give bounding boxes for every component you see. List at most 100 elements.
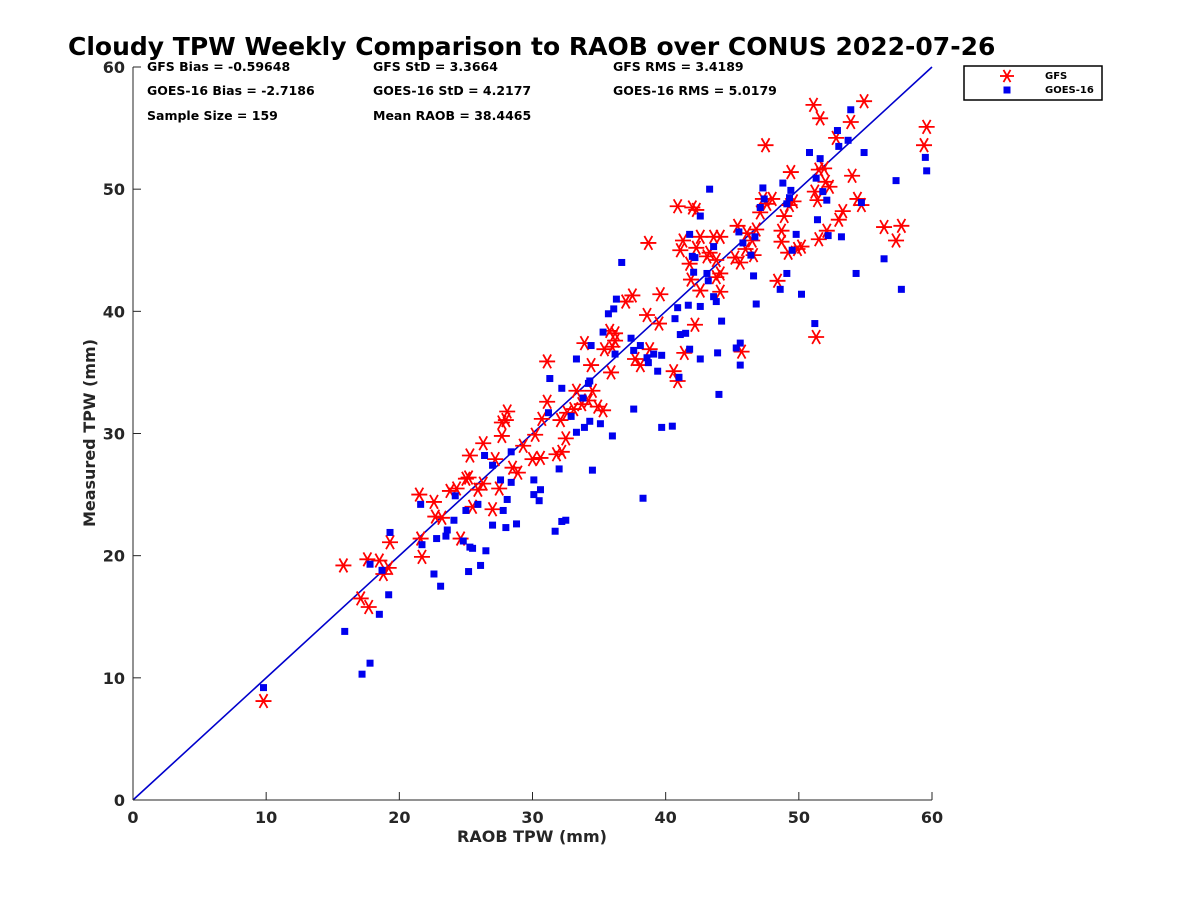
goes-16-point <box>760 195 768 203</box>
gfs-point <box>552 412 569 428</box>
goes-16-point <box>535 497 543 505</box>
x-tick-label: 30 <box>521 808 543 827</box>
goes-16-point <box>847 106 855 114</box>
gfs-point <box>484 501 501 517</box>
gfs-series <box>255 93 935 709</box>
goes-16-point <box>611 350 619 358</box>
goes-16-point <box>630 346 638 354</box>
gfs-point <box>469 482 486 498</box>
gfs-point <box>712 266 729 281</box>
gfs-point <box>686 317 703 333</box>
goes-16-point <box>366 560 374 568</box>
goes-16-point <box>712 298 720 306</box>
goes-16-point <box>465 568 473 576</box>
goes-16-point <box>811 320 819 328</box>
gfs-point <box>732 255 749 270</box>
goes-16-point <box>608 432 616 440</box>
goes-16-point <box>752 300 760 308</box>
y-tick-label: 50 <box>103 180 125 199</box>
x-axis-ticks: 0 10 20 30 40 50 60 <box>127 792 943 827</box>
gfs-point <box>617 294 634 309</box>
gfs-point <box>688 240 705 256</box>
stat-goes-std: GOES-16 StD = 4.2177 <box>373 83 531 98</box>
goes-16-point <box>462 506 470 514</box>
goes-16-point <box>450 516 458 524</box>
x-tick-label: 50 <box>788 808 810 827</box>
legend-gfs-symbol <box>1000 69 1014 83</box>
goes-16-point <box>375 610 383 618</box>
goes-16-point <box>469 544 477 552</box>
goes-16-point <box>610 305 618 313</box>
goes-16-point <box>824 232 832 240</box>
legend-gfs-label: GFS <box>1045 71 1067 82</box>
goes-16-point <box>892 177 900 185</box>
goes-16-point <box>897 285 905 293</box>
gfs-point <box>624 288 641 303</box>
goes-16-point <box>386 528 394 536</box>
goes-16-point <box>580 423 588 431</box>
goes-16-point <box>686 345 694 353</box>
gfs-point <box>782 164 799 180</box>
goes-16-point <box>797 290 805 298</box>
goes-16-point <box>385 591 393 599</box>
stat-gfs-std: GFS StD = 3.3664 <box>373 59 498 74</box>
goes-16-point <box>358 670 366 678</box>
gfs-point <box>382 534 399 550</box>
one-to-one-line <box>132 66 933 801</box>
goes-16-point <box>682 329 690 337</box>
gfs-point <box>918 119 935 135</box>
goes-16-point <box>546 375 554 383</box>
goes-16-point <box>703 269 711 277</box>
legend-gfs-marker <box>1000 69 1014 83</box>
gfs-point <box>651 316 668 331</box>
goes-16-point <box>852 269 860 277</box>
gfs-point <box>692 283 709 298</box>
goes-16-point <box>612 295 620 303</box>
goes-16-point <box>684 301 692 309</box>
goes-16-point <box>489 521 497 529</box>
gfs-point <box>360 599 377 615</box>
goes-16-point <box>747 251 755 259</box>
goes-16-point <box>442 532 450 540</box>
goes-16-point <box>819 188 827 196</box>
gfs-point <box>640 235 657 251</box>
goes-16-point <box>530 476 538 484</box>
goes-16-point <box>366 659 374 667</box>
gfs-point <box>674 233 691 248</box>
gfs-point <box>808 329 825 345</box>
gfs-point <box>627 351 644 367</box>
goes-16-point <box>459 537 467 545</box>
gfs-point <box>595 402 612 418</box>
goes-16-point <box>507 478 515 486</box>
gfs-point <box>607 333 624 349</box>
stats-block: GFS Bias = -0.59648 GFS StD = 3.3664 GFS… <box>147 59 777 123</box>
gfs-point <box>773 234 790 250</box>
goes-16-point <box>739 239 747 247</box>
goes-16-point <box>658 423 666 431</box>
goes-16-point <box>477 561 485 569</box>
gfs-point <box>821 179 838 195</box>
goes-16-point <box>805 149 813 157</box>
goes-16-point <box>558 384 566 392</box>
goes-16-point <box>544 409 552 417</box>
goes-16-point <box>718 317 726 325</box>
goes-16-point <box>489 461 497 469</box>
gfs-point <box>844 168 861 184</box>
gfs-point <box>757 137 774 153</box>
goes-16-point <box>599 328 607 336</box>
goes-16-point <box>536 486 544 494</box>
gfs-point <box>893 218 910 234</box>
gfs-point <box>809 192 826 208</box>
goes-16-point <box>451 492 459 500</box>
goes-16-point <box>792 230 800 238</box>
goes-16-point <box>604 310 612 318</box>
y-tick-label: 20 <box>103 547 125 566</box>
goes-16-point <box>627 334 635 342</box>
goes-16-point <box>696 302 704 310</box>
gfs-point <box>548 446 565 462</box>
x-tick-label: 20 <box>388 808 410 827</box>
gfs-point <box>457 471 474 487</box>
gfs-point <box>916 137 933 153</box>
gfs-point <box>876 219 893 235</box>
x-tick-label: 10 <box>255 808 277 827</box>
